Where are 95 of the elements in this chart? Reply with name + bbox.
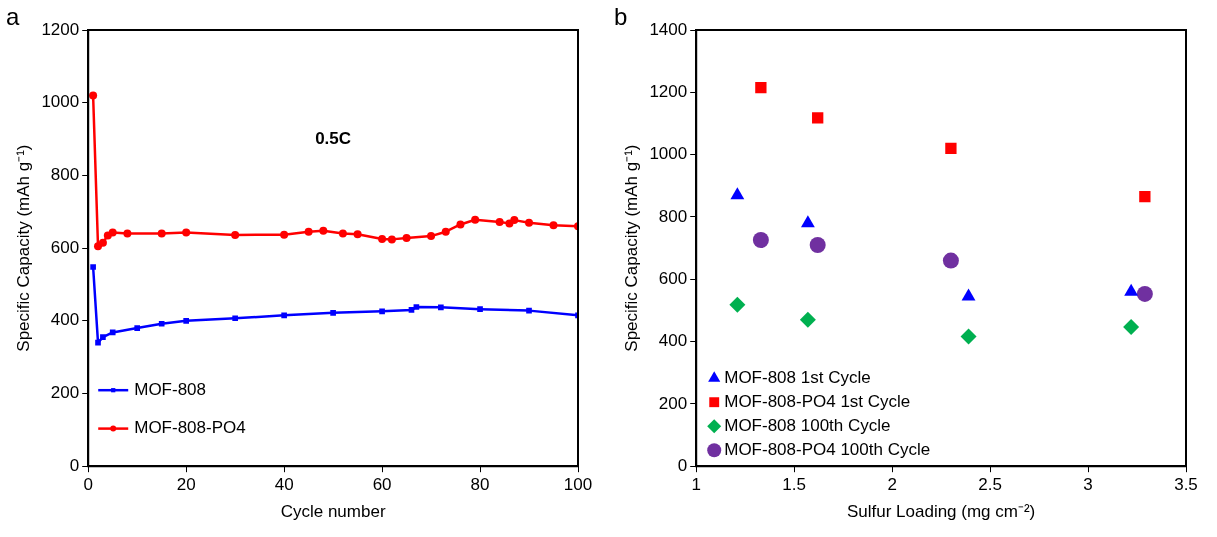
point: [800, 215, 815, 228]
y-tick-label: 200: [658, 393, 688, 413]
point: [402, 233, 411, 242]
x-tick-label: 1.5: [782, 475, 806, 495]
y-tick-label: 0: [677, 455, 688, 475]
text: a: [6, 2, 20, 30]
y-tick-label: 200: [50, 383, 80, 403]
point: [413, 304, 420, 310]
point: [281, 312, 287, 319]
point: [280, 230, 289, 239]
annotation: 0.5C: [315, 128, 352, 148]
y-axis-title: Specific Capacity (mAh g⁻¹): [621, 144, 641, 352]
point: [809, 236, 826, 253]
y-tick-label: 1000: [41, 92, 80, 112]
legend-label: MOF-808 1st Cycle: [724, 367, 871, 387]
point: [108, 228, 117, 237]
point: [157, 229, 166, 238]
point: [441, 227, 450, 236]
point: [799, 311, 816, 328]
point: [231, 231, 240, 240]
point: [549, 221, 558, 230]
y-tick-label: 400: [50, 310, 80, 330]
point: [812, 112, 824, 124]
point: [158, 320, 165, 327]
point: [90, 264, 96, 270]
point: [526, 307, 532, 314]
point: [100, 334, 106, 340]
point: [1136, 285, 1153, 302]
x-tick-label: 3: [1083, 475, 1093, 495]
y-tick-label: 600: [658, 268, 688, 288]
legend-label: MOF-808-PO4 1st Cycle: [724, 391, 911, 411]
point: [477, 306, 483, 312]
x-tick-label: 2.5: [978, 475, 1002, 495]
y-tick-label: 1400: [649, 19, 688, 39]
y-tick-label: 1200: [41, 19, 80, 39]
point: [1124, 283, 1139, 296]
point: [338, 229, 347, 238]
point: [89, 91, 98, 100]
y-tick-label: 400: [658, 331, 688, 351]
point: [98, 238, 107, 247]
x-axis-title: Cycle number: [280, 502, 386, 522]
x-tick-label: 3.5: [1174, 475, 1198, 495]
y-tick-label: 600: [50, 237, 80, 257]
point: [182, 228, 191, 237]
point: [945, 142, 957, 155]
x-tick-label: 100: [563, 475, 593, 495]
point: [427, 232, 436, 241]
point: [729, 296, 746, 313]
y-tick-label: 1200: [649, 82, 688, 101]
point: [438, 304, 444, 311]
point: [510, 216, 519, 225]
x-tick-label: 40: [274, 475, 294, 495]
point: [755, 81, 767, 94]
legend-label: MOF-808: [134, 379, 207, 399]
point: [109, 329, 116, 336]
x-tick-label: 0: [83, 475, 93, 495]
x-tick-label: 20: [176, 475, 196, 495]
point: [942, 252, 959, 269]
point: [730, 187, 745, 200]
point: [1123, 318, 1140, 335]
legend-label: MOF-808-PO4: [134, 418, 246, 438]
point: [960, 328, 977, 345]
point: [387, 235, 396, 244]
x-tick-label: 60: [372, 475, 392, 495]
point: [1139, 191, 1151, 203]
x-tick-label: 80: [470, 475, 490, 495]
x-tick-label: 2: [887, 475, 897, 495]
y-axis-title: Specific Capacity (mAh g⁻¹): [13, 144, 33, 352]
point: [353, 230, 362, 239]
point: [134, 325, 141, 331]
point: [123, 229, 132, 238]
legend-label: MOF-808-PO4 100th Cycle: [724, 439, 931, 459]
y-tick-label: 800: [50, 165, 80, 185]
point: [95, 339, 101, 346]
point: [183, 317, 189, 324]
point: [408, 307, 415, 313]
x-tick-label: 1: [691, 475, 701, 495]
point: [471, 215, 480, 224]
point: [495, 217, 504, 226]
legend-label: MOF-808 100th Cycle: [724, 415, 891, 435]
point: [379, 308, 385, 315]
text: b: [614, 2, 628, 30]
point: [752, 232, 769, 248]
y-tick-label: 1000: [649, 144, 688, 164]
point: [456, 220, 465, 229]
point: [232, 315, 238, 322]
y-tick-label: 0: [69, 455, 80, 475]
point: [319, 226, 328, 235]
x-axis-title: Sulfur Loading (mg cm⁻²): [846, 502, 1036, 522]
point: [378, 235, 387, 244]
point: [961, 288, 976, 301]
point: [525, 218, 534, 227]
point: [304, 227, 313, 236]
point: [330, 309, 336, 316]
y-tick-label: 800: [658, 206, 688, 226]
